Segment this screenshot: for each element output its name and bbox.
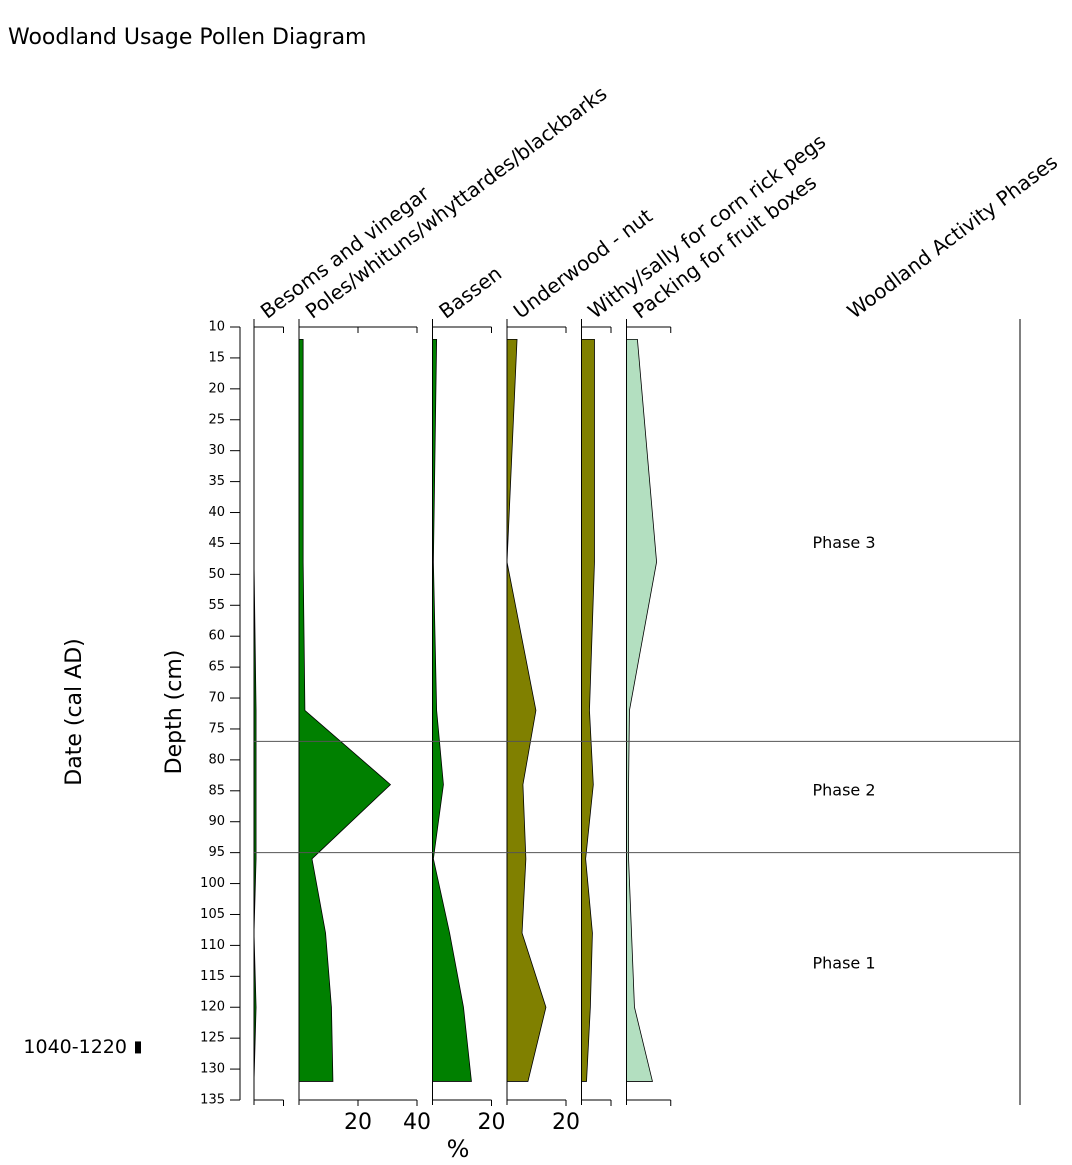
y-tick-label: 125 — [200, 1031, 225, 1046]
date-label: 1040-1220 — [23, 1036, 127, 1058]
date-axis-label: Date (cal AD) — [62, 638, 87, 785]
y-tick-label: 10 — [208, 320, 225, 335]
y-tick-label: 105 — [200, 907, 225, 922]
y-tick-label: 60 — [208, 629, 225, 644]
y-tick-label: 65 — [208, 660, 225, 675]
x-tick-label: 40 — [403, 1110, 431, 1135]
y-tick-label: 120 — [200, 1000, 225, 1015]
zone-label: Phase 3 — [812, 533, 875, 552]
y-tick-label: 85 — [208, 783, 225, 798]
y-tick-label: 20 — [208, 381, 225, 396]
pollen-curve — [626, 338, 657, 1082]
taxon-label: Bassen — [434, 261, 506, 323]
pollen-curve — [506, 338, 547, 1082]
y-tick-label: 130 — [200, 1062, 225, 1077]
zone-label: Phase 1 — [812, 953, 875, 972]
date-marker — [135, 1041, 141, 1054]
y-tick-label: 55 — [208, 598, 225, 613]
taxon-label: Packing for fruit boxes — [628, 170, 821, 323]
y-tick-label: 50 — [208, 567, 225, 582]
y-tick-label: 115 — [200, 969, 225, 984]
y-tick-label: 45 — [208, 536, 225, 551]
y-tick-label: 35 — [208, 474, 225, 489]
x-tick-label: 20 — [344, 1110, 372, 1135]
y-tick-label: 40 — [208, 505, 225, 520]
x-tick-label: 20 — [552, 1110, 580, 1135]
y-tick-label: 25 — [208, 412, 225, 427]
y-tick-label: 15 — [208, 350, 225, 365]
pollen-curve — [432, 338, 472, 1082]
pollen-curve — [298, 338, 392, 1082]
y-tick-label: 70 — [208, 691, 225, 706]
pollen-curve — [581, 338, 595, 1082]
y-axis-label: Depth (cm) — [162, 650, 187, 775]
y-tick-label: 75 — [208, 721, 225, 736]
zone-label: Phase 2 — [812, 780, 875, 799]
y-tick-label: 90 — [208, 814, 225, 829]
x-axis-label: % — [447, 1135, 470, 1163]
y-tick-label: 80 — [208, 752, 225, 767]
y-tick-label: 30 — [208, 443, 225, 458]
y-tick-label: 110 — [200, 938, 225, 953]
y-tick-label: 135 — [200, 1093, 225, 1108]
zone-title: Woodland Activity Phases — [843, 150, 1062, 324]
y-tick-label: 100 — [200, 876, 225, 891]
chart-title: Woodland Usage Pollen Diagram — [8, 25, 366, 50]
pollen-curve — [253, 339, 257, 1082]
y-tick-label: 95 — [208, 845, 225, 860]
x-tick-label: 20 — [478, 1110, 506, 1135]
